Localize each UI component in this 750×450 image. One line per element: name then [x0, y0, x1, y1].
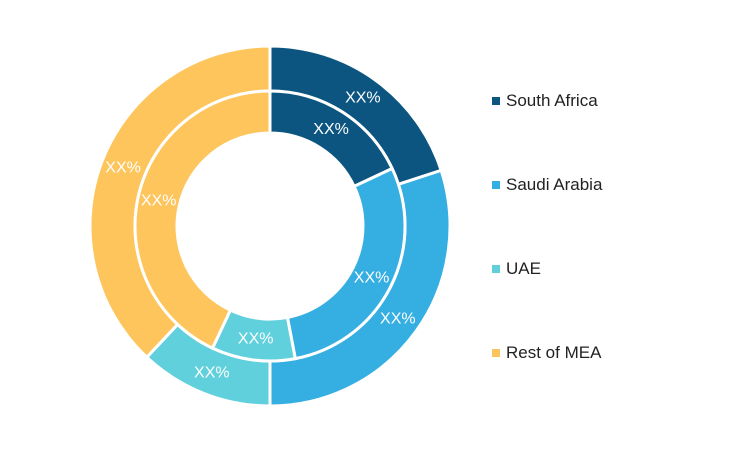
slice-labels: XX%XX%XX%XX%XX%XX%XX%XX% [105, 90, 415, 382]
outer-slice-label-saudi-arabia: XX% [380, 310, 416, 327]
outer-slice-label-uae: XX% [194, 364, 230, 381]
legend-item-rest-of-mea[interactable]: Rest of MEA [492, 340, 602, 366]
legend-swatch-saudi-arabia [492, 181, 500, 189]
legend-swatch-south-africa [492, 97, 500, 105]
inner-ring [133, 89, 407, 363]
legend-item-saudi-arabia[interactable]: Saudi Arabia [492, 172, 602, 198]
legend-label-uae: UAE [506, 259, 541, 278]
legend-swatch-rest-of-mea [492, 349, 500, 357]
legend-label-saudi-arabia: Saudi Arabia [506, 175, 603, 194]
outer-slice-label-south-africa: XX% [345, 90, 381, 107]
legend: South Africa Saudi Arabia UAE Rest of ME… [492, 88, 602, 424]
outer-slice-label-rest-of-mea: XX% [105, 159, 141, 176]
inner-slice-label-uae: XX% [238, 331, 274, 348]
inner-slice-label-rest-of-mea: XX% [141, 193, 177, 210]
legend-swatch-uae [492, 265, 500, 273]
legend-label-rest-of-mea: Rest of MEA [506, 343, 602, 362]
inner-slice-rest-of-mea[interactable] [133, 89, 272, 351]
legend-label-south-africa: South Africa [506, 91, 598, 110]
legend-item-south-africa[interactable]: South Africa [492, 88, 602, 114]
legend-item-uae[interactable]: UAE [492, 256, 602, 282]
inner-slice-label-south-africa: XX% [313, 121, 349, 138]
inner-slice-label-saudi-arabia: XX% [354, 269, 390, 286]
